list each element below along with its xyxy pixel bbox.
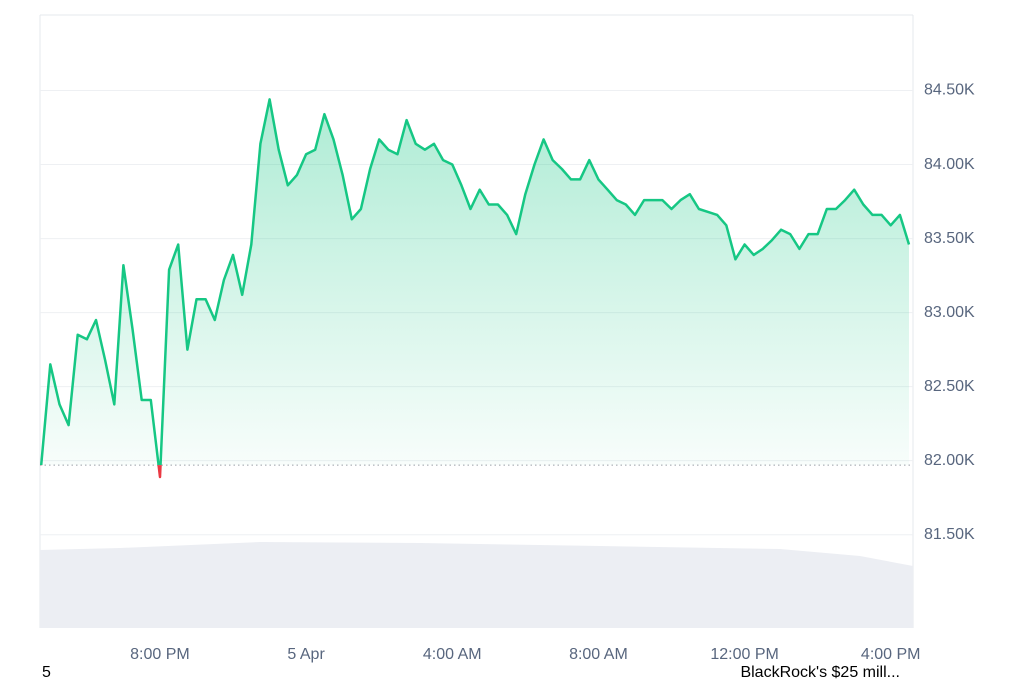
- price-line: [39, 98, 911, 466]
- footer-left: 5: [42, 664, 51, 681]
- x-tick-label: 8:00 PM: [130, 646, 190, 663]
- footer-right: BlackRock's $25 mill...: [740, 664, 900, 681]
- x-tick-label: 8:00 AM: [569, 646, 628, 663]
- area: [41, 99, 909, 466]
- y-tick-label: 82.50K: [924, 378, 975, 395]
- plot: 81.50K 82.00K 82.50K 83.00K 83.50K 84.00K 84.5…: [39, 82, 975, 663]
- y-tick-label: 82.00K: [924, 452, 975, 469]
- x-tick-label: 4:00 PM: [861, 646, 921, 663]
- x-tick-label: 12:00 PM: [710, 646, 778, 663]
- x-tick-label: 5 Apr: [287, 646, 325, 663]
- volume-area: [40, 542, 913, 628]
- y-tick-label: 84.00K: [924, 156, 975, 173]
- y-tick-label: 83.00K: [924, 304, 975, 321]
- x-tick-label: 4:00 AM: [423, 646, 482, 663]
- y-tick-label: 83.50K: [924, 230, 975, 247]
- y-tick-label: 84.50K: [924, 82, 975, 99]
- y-tick-label: 81.50K: [924, 526, 975, 543]
